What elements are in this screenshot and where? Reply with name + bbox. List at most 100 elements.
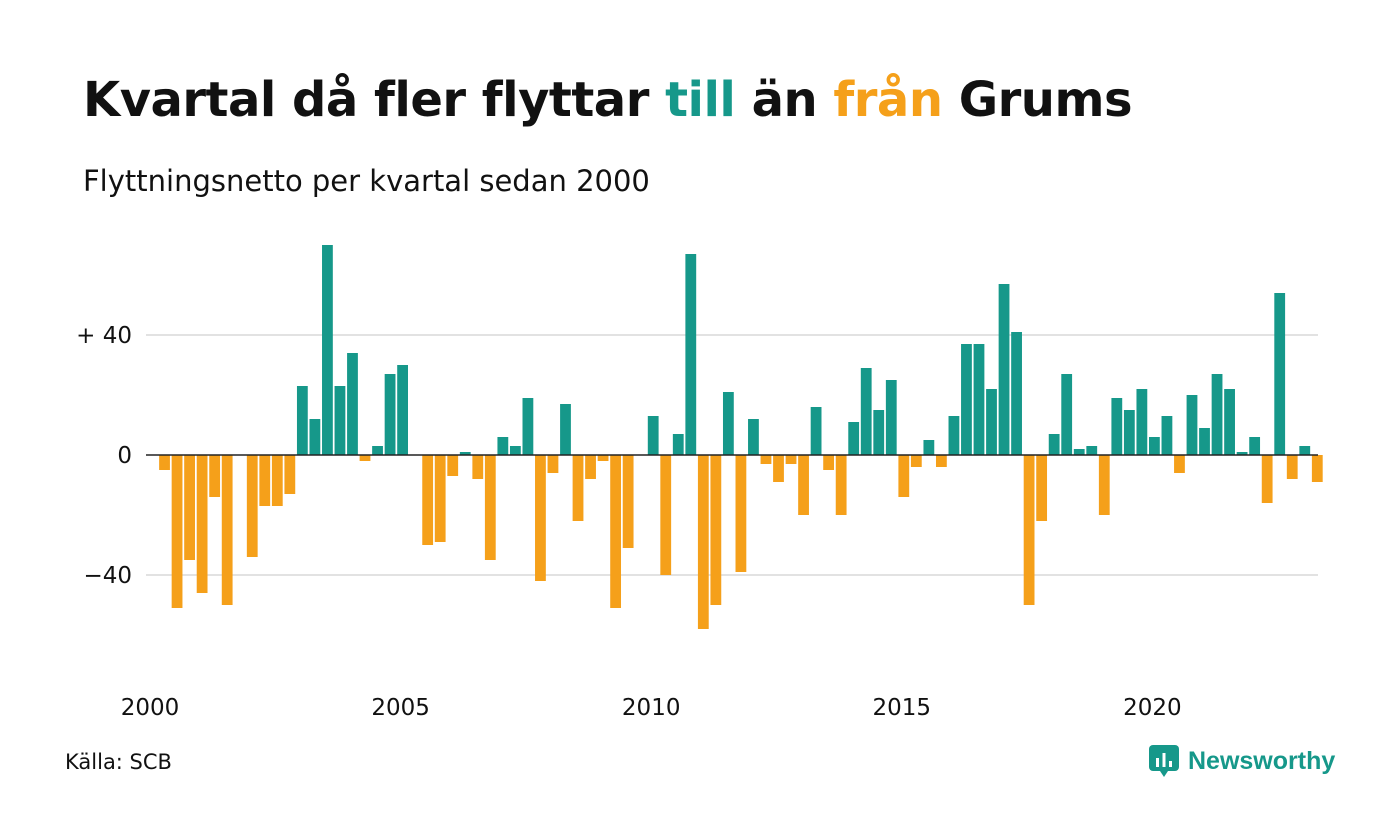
bar	[848, 422, 860, 455]
bar	[773, 455, 784, 482]
bar	[1311, 455, 1323, 482]
bar	[823, 455, 835, 470]
y-tick-label: 0	[117, 443, 132, 469]
bar	[1261, 455, 1273, 503]
newsworthy-brand: Newsworthy	[1148, 744, 1335, 778]
bar	[973, 344, 985, 455]
bar	[572, 455, 584, 521]
bar	[1123, 410, 1135, 455]
title-word-in: till	[665, 72, 736, 128]
bar	[835, 455, 847, 515]
bar	[710, 455, 722, 605]
bar	[810, 407, 822, 455]
brand-name: Newsworthy	[1188, 746, 1336, 775]
title-word-out: från	[833, 72, 943, 128]
bar	[309, 419, 321, 455]
bar	[748, 419, 759, 455]
bar	[221, 455, 233, 605]
bar	[935, 455, 947, 467]
bar	[547, 455, 559, 473]
y-tick-label: + 40	[76, 323, 132, 349]
bar	[1249, 437, 1261, 455]
net-migration-bar-chart: + 40 0 −40 2000 2005 2010 2015 2020	[76, 245, 1323, 721]
bar	[1086, 446, 1098, 455]
bar	[347, 353, 358, 455]
bar	[1023, 455, 1035, 605]
bar	[961, 344, 972, 455]
bar	[1211, 374, 1223, 455]
bar	[798, 455, 809, 515]
bar	[998, 284, 1010, 455]
bar	[672, 434, 684, 455]
bar	[497, 437, 509, 455]
bar	[171, 455, 183, 608]
bar	[597, 455, 609, 461]
bar	[697, 455, 709, 629]
bar	[785, 455, 797, 464]
bar	[873, 410, 885, 455]
title-part-after: Grums	[942, 72, 1133, 128]
bar	[459, 452, 471, 455]
title-part-before: Kvartal då fler flyttar	[83, 72, 666, 128]
bar	[422, 455, 434, 545]
bar	[271, 455, 283, 506]
newsworthy-logo-icon	[1149, 745, 1179, 777]
bar	[397, 365, 408, 455]
bar	[585, 455, 596, 479]
bar	[1073, 449, 1085, 455]
bar	[522, 398, 534, 455]
bar	[898, 455, 910, 497]
bar	[434, 455, 446, 542]
bar	[685, 254, 697, 455]
bar	[1186, 395, 1198, 455]
bar	[722, 392, 734, 455]
bar	[622, 455, 634, 548]
bar	[484, 455, 496, 560]
x-tick-label: 2020	[1123, 695, 1182, 721]
bar	[1161, 416, 1173, 455]
bar	[246, 455, 258, 557]
bar	[910, 455, 922, 467]
bar	[560, 404, 571, 455]
bar	[735, 455, 747, 572]
bar	[1048, 434, 1060, 455]
bar	[509, 446, 521, 455]
bar	[296, 386, 308, 455]
bar	[1111, 398, 1123, 455]
bar	[923, 440, 935, 455]
bar	[986, 389, 997, 455]
bar	[334, 386, 346, 455]
x-tick-label: 2000	[121, 695, 180, 721]
bar	[359, 455, 371, 461]
bar	[1286, 455, 1298, 479]
bar	[948, 416, 960, 455]
bar	[1011, 332, 1022, 455]
bar	[660, 455, 672, 575]
bar	[760, 455, 772, 464]
bar	[1061, 374, 1073, 455]
bar	[1224, 389, 1235, 455]
chart-title: Kvartal då fler flyttar till än från Gru…	[83, 72, 1133, 128]
bar	[1274, 293, 1286, 455]
source-note: Källa: SCB	[65, 750, 172, 774]
bar	[1236, 452, 1248, 455]
bar	[384, 374, 396, 455]
bar	[647, 416, 659, 455]
x-tick-label: 2005	[371, 695, 430, 721]
y-tick-label: −40	[83, 563, 132, 589]
bar	[1098, 455, 1110, 515]
bar	[447, 455, 459, 476]
bar	[1199, 428, 1210, 455]
x-tick-label: 2010	[622, 695, 681, 721]
bar	[1036, 455, 1048, 521]
bar	[472, 455, 484, 479]
bar	[196, 455, 208, 593]
bar	[372, 446, 383, 455]
x-tick-label: 2015	[873, 695, 932, 721]
bar	[1299, 446, 1311, 455]
bar	[1174, 455, 1185, 473]
bar	[259, 455, 271, 506]
bar	[610, 455, 622, 608]
bar	[535, 455, 546, 581]
bar	[860, 368, 872, 455]
